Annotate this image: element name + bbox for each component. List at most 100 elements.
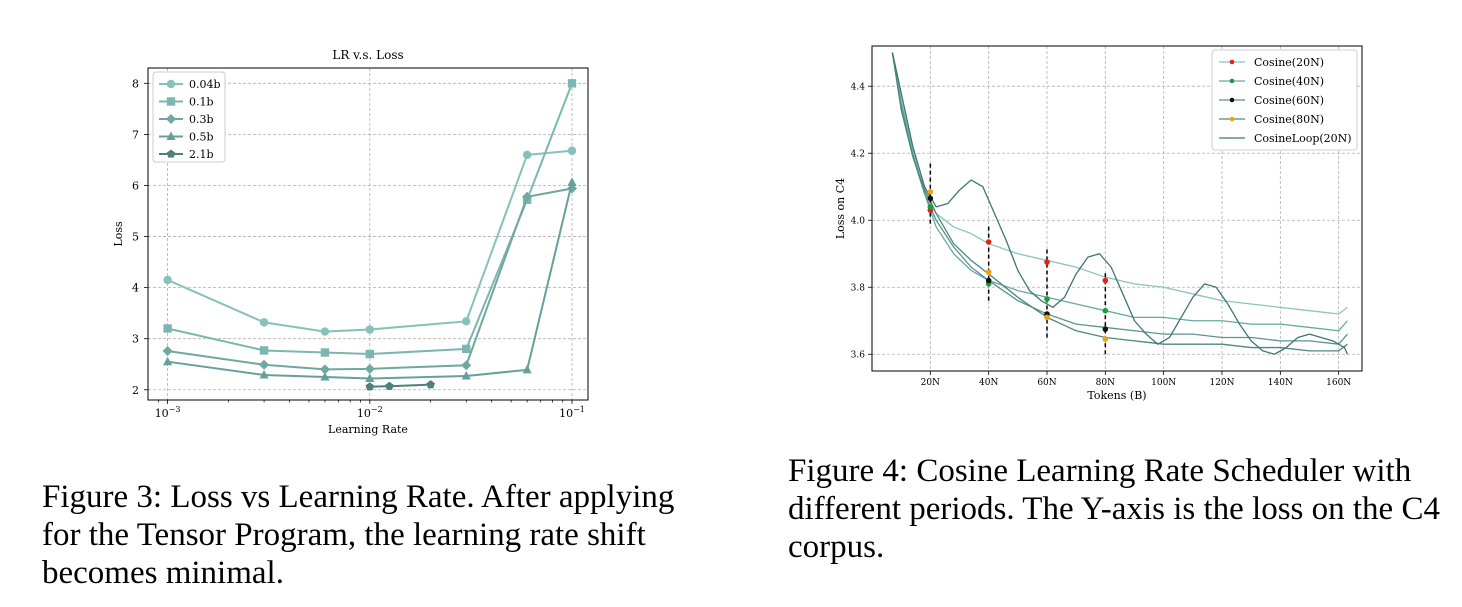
- y-tick-label: 3.8: [851, 284, 866, 294]
- data-point: [320, 327, 330, 336]
- figure-3-caption: Figure 3: Loss vs Learning Rate. After a…: [42, 479, 675, 591]
- series-0.04b: [163, 146, 577, 336]
- legend-marker: [1229, 97, 1235, 103]
- legend-label: 2.1b: [189, 148, 214, 161]
- data-point-Cosine(20N): [1044, 259, 1050, 265]
- data-point: [163, 324, 172, 333]
- data-point-Cosine(40N): [1102, 307, 1109, 314]
- chart-title: LR v.s. Loss: [332, 48, 403, 62]
- legend-label: 0.04b: [189, 78, 221, 91]
- data-point: [364, 363, 375, 374]
- x-tick-label: 10−2: [357, 405, 383, 420]
- data-point-Cosine(60N): [985, 277, 992, 284]
- y-tick-label: 6: [132, 179, 139, 192]
- legend-label: 0.1b: [189, 96, 214, 109]
- legend: Cosine(20N) Cosine(40N) Cosine(60N) Cosine(…: [1211, 49, 1358, 151]
- legend-label: Cosine(80N): [1254, 113, 1324, 126]
- legend-marker: [1229, 116, 1235, 122]
- data-point: [385, 381, 394, 390]
- data-point: [163, 275, 172, 285]
- y-tick-label: 4.4: [851, 83, 866, 93]
- legend-label: Cosine(40N): [1254, 75, 1324, 88]
- data-point: [320, 372, 330, 381]
- data-point: [162, 345, 173, 356]
- plot-frame: [147, 67, 589, 401]
- data-point: [259, 346, 269, 355]
- plot-frame: [871, 45, 1363, 372]
- y-tick-label: 4: [132, 282, 139, 295]
- y-tick-label: 2: [132, 384, 139, 397]
- legend-marker: [166, 114, 176, 124]
- figure-4-caption: Figure 4: Cosine Learning Rate Scheduler…: [788, 453, 1440, 565]
- y-tick-label: 4.0: [851, 217, 866, 227]
- data-point-Cosine(80N): [985, 269, 992, 275]
- x-tick-label: 100N: [1151, 378, 1176, 388]
- data-point-Cosine(20N): [985, 239, 992, 245]
- data-point: [365, 349, 374, 359]
- legend: 0.04b 0.1b 0.3b 0.5b 2.1b: [152, 71, 226, 163]
- x-tick-label: 140N: [1268, 378, 1293, 388]
- series-Cosine(40N): [891, 52, 1348, 332]
- data-point-Cosine(40N): [927, 204, 934, 210]
- series-2.1b: [365, 380, 435, 391]
- data-point: [461, 370, 471, 380]
- data-point: [522, 364, 532, 374]
- legend-marker: [166, 97, 176, 106]
- data-point: [162, 356, 173, 366]
- data-point: [319, 364, 330, 375]
- cosine-scheduler-chart: 3.6 3.8 4.0 4.2 4.4 20N 40N 60N 80N 100N 120N 140N 1…: [834, 45, 1363, 402]
- legend-label: 0.3b: [189, 113, 214, 126]
- legend-marker: [166, 149, 176, 158]
- y-tick-label: 5: [132, 231, 139, 244]
- data-point-Cosine(80N): [927, 188, 934, 195]
- legend-box: [1211, 49, 1358, 151]
- data-point: [259, 318, 269, 327]
- data-point: [365, 325, 374, 334]
- x-tick-label: 40N: [979, 378, 998, 388]
- legend-marker: [1229, 78, 1235, 84]
- series-line: [891, 52, 1349, 355]
- data-point-Cosine(80N): [1102, 336, 1109, 342]
- data-point: [461, 360, 472, 371]
- legend-label: Cosine(20N): [1254, 56, 1324, 69]
- data-point: [462, 317, 471, 326]
- series-Cosine(60N): [891, 52, 1348, 345]
- data-point-Cosine(60N): [1102, 326, 1109, 332]
- series-line: [369, 383, 431, 388]
- data-point: [522, 191, 533, 202]
- data-point: [365, 382, 375, 391]
- series-Cosine(20N): [891, 52, 1348, 315]
- x-tick-label: 20N: [921, 378, 940, 388]
- y-axis-label: Loss: [112, 221, 125, 247]
- data-point: [259, 369, 269, 379]
- series-CosineLoop(20N): [891, 52, 1349, 355]
- data-point: [259, 359, 270, 370]
- data-point-Cosine(20N): [1102, 277, 1109, 284]
- legend-marker: [166, 79, 176, 89]
- data-point-Cosine(40N): [1044, 296, 1050, 302]
- legend-label: CosineLoop(20N): [1254, 132, 1352, 145]
- x-tick-label: 160N: [1326, 378, 1351, 388]
- loss-vs-lr-chart: 2 3 4 5 6 7 8 10−3 10−2 10−1 LR v.s. Loss Learning …: [112, 48, 589, 436]
- data-point-Cosine(80N): [1044, 314, 1050, 321]
- data-point: [426, 380, 435, 389]
- series-0.5b: [162, 177, 577, 383]
- data-point: [522, 150, 532, 160]
- data-point: [567, 79, 577, 88]
- legend-label: Cosine(60N): [1254, 94, 1324, 107]
- legend-marker: [1229, 59, 1235, 65]
- y-tick-label: 3: [132, 333, 139, 346]
- grid: [148, 68, 588, 400]
- x-tick-label: 10−1: [559, 405, 585, 420]
- data-point: [567, 177, 577, 186]
- data-point: [462, 344, 471, 354]
- data-point-Cosine(60N): [927, 195, 934, 202]
- x-tick-label: 120N: [1209, 378, 1234, 388]
- series-line: [891, 52, 1348, 332]
- x-axis-label: Tokens (B): [1087, 389, 1146, 402]
- grid: [872, 46, 1362, 371]
- series-line: [891, 52, 1348, 345]
- legend-marker: [166, 131, 176, 140]
- series-line: [891, 52, 1348, 315]
- data-point: [567, 146, 577, 155]
